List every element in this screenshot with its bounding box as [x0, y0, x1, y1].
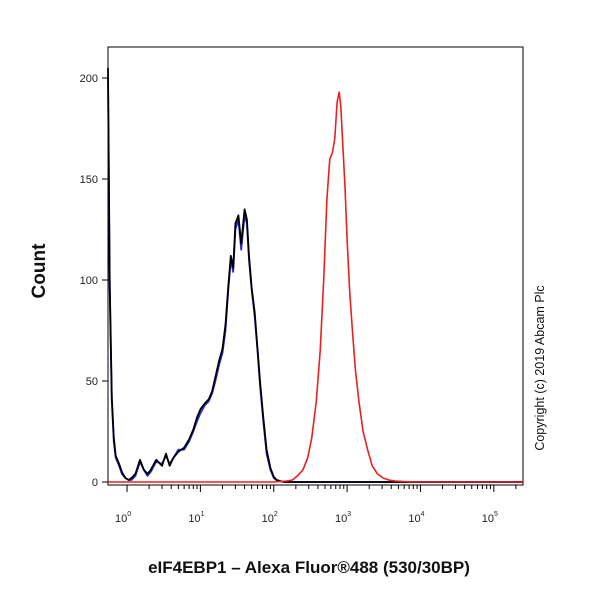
- x-tick-exponent: 1: [201, 511, 205, 518]
- x-tick-base: 10: [408, 513, 420, 525]
- x-tick-base: 10: [335, 513, 347, 525]
- x-axis: 100 101 102 103 104 105: [115, 485, 517, 525]
- x-tick-label: 103: [335, 511, 351, 525]
- y-tick-label: 100: [80, 275, 98, 287]
- x-tick-base: 10: [188, 513, 200, 525]
- x-tick-base: 10: [482, 513, 494, 525]
- x-axis-label: eIF4EBP1 – Alexa Fluor®488 (530/30BP): [148, 558, 470, 577]
- plot-frame: [107, 46, 524, 486]
- x-tick-label: 105: [482, 511, 498, 525]
- x-tick-label: 104: [408, 511, 424, 525]
- x-tick-exponent: 0: [127, 511, 131, 518]
- y-tick-label: 200: [80, 73, 98, 85]
- histogram-line-black: [107, 67, 523, 483]
- x-tick-exponent: 3: [347, 511, 351, 518]
- x-tick-label: 101: [188, 511, 204, 525]
- x-tick-exponent: 5: [494, 511, 498, 518]
- x-tick-label: 102: [262, 511, 278, 525]
- y-axis-label: Count: [29, 243, 50, 299]
- x-tick-exponent: 2: [274, 511, 278, 518]
- x-tick-base: 10: [262, 513, 274, 525]
- y-axis: 0 50 100 150 200: [80, 73, 108, 489]
- x-tick-base: 10: [115, 513, 127, 525]
- histogram-line-blue: [107, 77, 523, 483]
- series-layer: [107, 67, 523, 483]
- y-tick-label: 150: [80, 174, 98, 186]
- x-tick-label: 100: [115, 511, 131, 525]
- y-tick-label: 50: [86, 376, 98, 388]
- histogram-line-red: [108, 91, 523, 483]
- y-tick-label: 0: [92, 477, 98, 489]
- copyright-notice: Copyright (c) 2019 Abcam Plc: [533, 285, 547, 450]
- x-tick-exponent: 4: [421, 511, 425, 518]
